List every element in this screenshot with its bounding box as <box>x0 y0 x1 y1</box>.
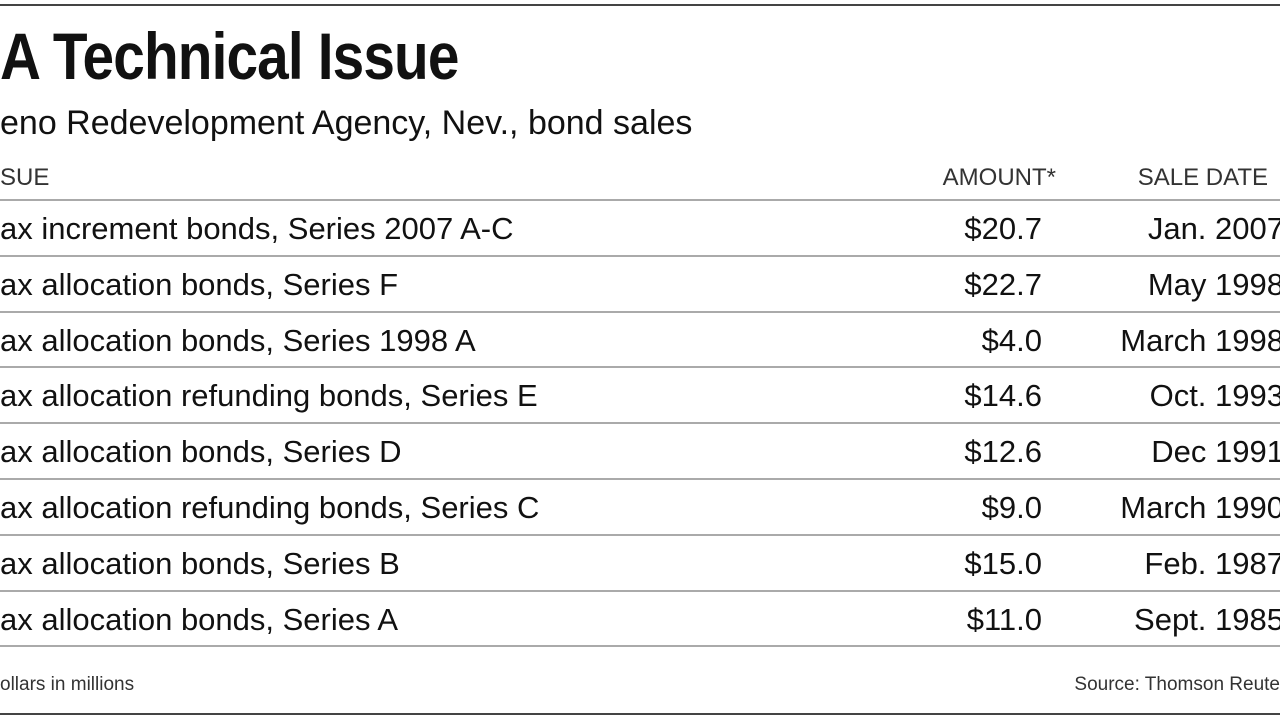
issue: ax allocation bonds, Series B <box>0 545 400 581</box>
footnote: ollars in millions <box>0 674 135 695</box>
sale-date: Jan. 2007 <box>1147 211 1280 246</box>
sale-date: May 1998 <box>1147 266 1280 302</box>
issue: ax increment bonds, Series 2007 A-C <box>0 211 514 246</box>
amount: $9.0 <box>981 490 1042 525</box>
column-header: SUE <box>0 164 50 191</box>
table-row: ax increment bonds, Series 2007 A-C $20.7… <box>0 199 1280 257</box>
table-row: ax allocation bonds, Series B $15.0 Feb. 1… <box>0 533 1280 592</box>
amount: $15.0 <box>964 545 1042 581</box>
frame-line <box>0 4 1280 6</box>
sale-date: March 1990 <box>1120 490 1280 525</box>
amount: $4.0 <box>981 322 1042 358</box>
issue: ax allocation bonds, Series F <box>0 266 399 302</box>
source: Source: Thomson Reute <box>1074 674 1280 695</box>
amount: $12.6 <box>964 434 1042 470</box>
table-row: ax allocation bonds, Series A $11.0 Sept. … <box>0 589 1280 648</box>
column-header: SALE DATE <box>1137 164 1268 191</box>
sale-date: March 1998 <box>1120 322 1280 358</box>
issue: ax allocation bonds, Series A <box>0 601 399 637</box>
table-row: ax allocation bonds, Series F $22.7 May 19… <box>0 254 1280 313</box>
table-row: ax allocation refunding bonds, Series C $… <box>0 478 1280 536</box>
table-row: ax allocation bonds, Series D $12.6 Dec 19… <box>0 422 1280 480</box>
frame-line <box>0 713 1280 715</box>
subtitle: eno Redevelopment Agency, Nev., bond sal… <box>0 104 693 142</box>
table-row: ax allocation refunding bonds, Series E $… <box>0 366 1280 424</box>
sale-date: Sept. 1985 <box>1134 601 1280 637</box>
issue: ax allocation refunding bonds, Series C <box>0 490 540 525</box>
amount: $20.7 <box>964 211 1042 246</box>
issue: ax allocation bonds, Series 1998 A <box>0 322 476 358</box>
issue: ax allocation refunding bonds, Series E <box>0 378 538 414</box>
sale-date: Dec 1991 <box>1151 434 1280 470</box>
rule <box>0 645 1280 647</box>
sale-date: Oct. 1993 <box>1149 378 1280 414</box>
column-header: AMOUNT* <box>942 164 1056 191</box>
amount: $22.7 <box>964 266 1042 302</box>
issue: ax allocation bonds, Series D <box>0 434 402 470</box>
title: A Technical Issue <box>0 19 459 93</box>
amount: $11.0 <box>966 601 1042 637</box>
table-row: ax allocation bonds, Series 1998 A $4.0 Ma… <box>0 310 1280 369</box>
sale-date: Feb. 1987 <box>1144 545 1280 581</box>
amount: $14.6 <box>964 378 1042 414</box>
